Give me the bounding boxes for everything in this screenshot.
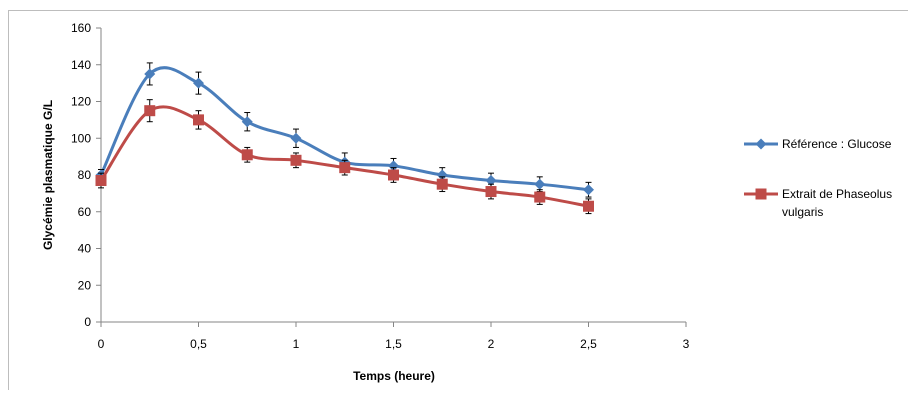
legend-label-line: Référence : Glucose	[782, 137, 892, 151]
data-point	[583, 184, 594, 196]
data-point	[583, 200, 594, 212]
y-tick-label: 160	[71, 21, 91, 35]
legend-label: Extrait de Phaseolus vulgaris	[782, 187, 892, 219]
data-point	[534, 178, 546, 190]
series-layer	[95, 62, 594, 215]
y-tick-label: 100	[71, 131, 91, 145]
data-point	[388, 169, 399, 181]
y-tick-label: 40	[78, 242, 92, 256]
legend-marker	[755, 138, 767, 150]
axes: 0 20 40 60 80 100 120 140 160 0 0,5 1 1,5 2 2,5 3	[71, 21, 690, 351]
x-tick-label: 2	[488, 337, 495, 351]
legend-label-line: Extrait de Phaseolus	[782, 187, 892, 201]
series-1	[95, 99, 594, 215]
x-tick-label: 2,5	[580, 337, 597, 351]
data-point	[95, 175, 107, 187]
data-point	[290, 132, 302, 144]
y-tick-label: 60	[78, 205, 92, 219]
data-point	[485, 175, 497, 187]
data-point	[485, 186, 497, 198]
data-point	[144, 68, 156, 80]
data-point	[193, 114, 204, 126]
y-tick-label: 80	[78, 168, 92, 182]
data-point	[241, 116, 253, 128]
y-tick-label: 20	[78, 278, 92, 292]
data-point	[193, 77, 204, 89]
x-tick-label: 3	[683, 337, 690, 351]
x-tick-label: 1	[293, 337, 300, 351]
y-tick-label: 120	[71, 95, 91, 109]
legend-label: Référence : Glucose	[782, 137, 892, 151]
series-0	[95, 62, 594, 198]
y-axis-title: Glycémie plasmatique G/L	[41, 100, 55, 250]
data-point	[339, 162, 351, 174]
data-point	[241, 149, 253, 161]
x-tick-label: 1,5	[385, 337, 402, 351]
x-tick-label: 0	[98, 337, 105, 351]
x-tick-label: 0,5	[190, 337, 207, 351]
data-point	[388, 160, 399, 172]
data-point	[534, 191, 546, 203]
data-point	[436, 169, 448, 181]
legend-item-0: Référence : Glucose	[744, 137, 892, 151]
legend: Référence : Glucose Extrait de Phaseolus v…	[744, 137, 892, 219]
data-point	[436, 178, 448, 190]
data-point	[290, 154, 302, 166]
x-axis-title: Temps (heure)	[353, 369, 435, 383]
y-tick-label: 140	[71, 58, 91, 72]
y-tick-label: 0	[84, 315, 91, 329]
chart-frame	[8, 10, 908, 390]
legend-label-line: vulgaris	[782, 205, 823, 219]
legend-item-1: Extrait de Phaseolus vulgaris	[744, 187, 892, 219]
legend-marker	[755, 188, 767, 200]
data-point	[144, 105, 156, 117]
